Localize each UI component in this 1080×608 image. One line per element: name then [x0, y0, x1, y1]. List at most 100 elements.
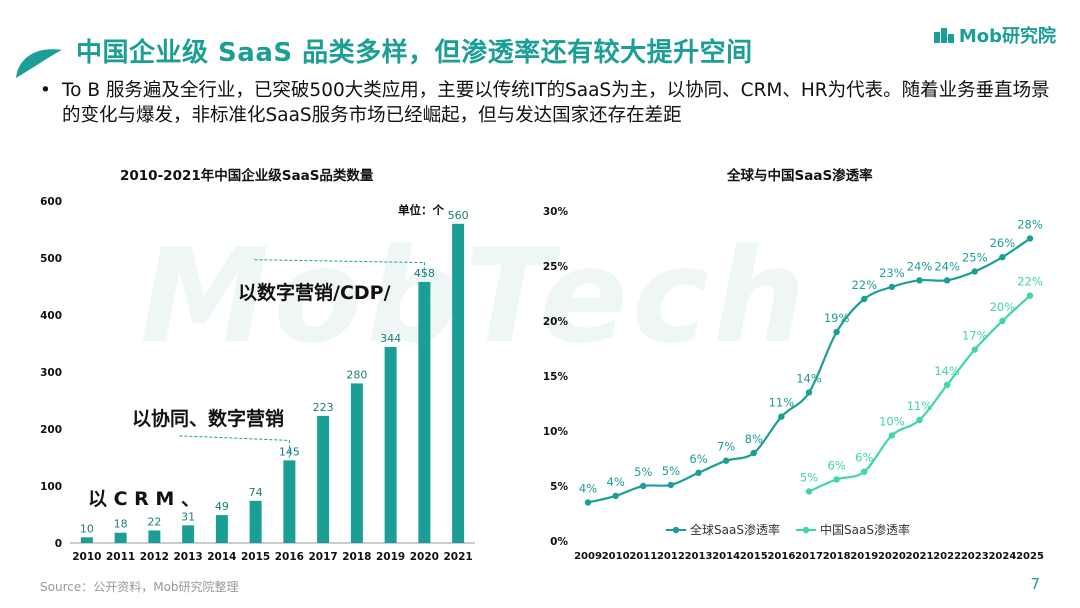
- source-note: Source：公开资料，Mob研究院整理: [40, 580, 239, 594]
- x-tick-label: 2015: [740, 551, 768, 562]
- bar-data-label: 344: [380, 332, 401, 345]
- data-point: [667, 481, 675, 489]
- data-label: 4%: [579, 482, 597, 496]
- data-point: [695, 469, 702, 476]
- data-point: [805, 488, 813, 495]
- data-point: [943, 381, 951, 388]
- y-tick-label: 600: [40, 196, 62, 208]
- data-point: [888, 283, 896, 291]
- y-tick-label: 15%: [543, 371, 569, 383]
- bar: [215, 515, 228, 543]
- bar-data-label: 49: [215, 500, 229, 513]
- legend-marker: [802, 526, 810, 534]
- data-label: 28%: [1017, 218, 1043, 232]
- bar: [452, 223, 465, 544]
- data-point: [888, 432, 896, 439]
- bar: [80, 537, 93, 543]
- y-tick-label: 25%: [543, 261, 569, 273]
- data-point: [943, 277, 951, 284]
- data-point: [805, 389, 813, 396]
- data-point: [833, 476, 840, 483]
- y-tick-label: 300: [40, 367, 62, 379]
- bar-data-label: 560: [448, 209, 469, 222]
- data-label: 25%: [962, 251, 988, 265]
- data-point: [640, 482, 647, 490]
- bar-data-label: 280: [346, 368, 367, 381]
- bullet-dot: •: [40, 80, 51, 101]
- data-point: [971, 268, 978, 275]
- legend-label: 全球SaaS渗透率: [690, 522, 780, 537]
- y-tick-label: 400: [40, 310, 62, 322]
- data-label: 6%: [855, 451, 873, 465]
- x-tick-label: 2020: [410, 551, 439, 563]
- bar: [114, 532, 127, 543]
- y-tick-label: 200: [40, 424, 62, 436]
- logo-text: Mob研究院: [958, 26, 1056, 47]
- logo: Mob研究院: [933, 22, 1056, 48]
- data-point: [916, 416, 923, 424]
- page-number: 7: [1030, 575, 1040, 593]
- x-tick-label: 2021: [906, 551, 934, 562]
- x-tick-label: 2009: [574, 551, 602, 562]
- x-tick-label: 2015: [241, 551, 270, 563]
- data-label: 24%: [907, 259, 933, 273]
- bar-data-label: 74: [249, 486, 263, 499]
- data-point: [612, 492, 619, 500]
- bar-chart-title: 2010-2021年中国企业级SaaS品类数量: [120, 168, 374, 184]
- x-tick-label: 2010: [602, 551, 630, 562]
- x-tick-label: 2018: [823, 551, 851, 562]
- x-tick-label: 2024: [988, 551, 1016, 562]
- bar-annotation-collab: 以协同、数字营销: [132, 408, 285, 430]
- data-point: [999, 254, 1006, 261]
- data-label: 22%: [851, 278, 877, 292]
- bar-chart-unit: 单位：个: [398, 203, 444, 217]
- x-tick-label: 2017: [309, 551, 338, 563]
- data-label: 14%: [796, 372, 822, 386]
- x-tick-label: 2014: [207, 551, 236, 563]
- data-point: [861, 295, 868, 303]
- data-point: [1026, 235, 1034, 242]
- x-tick-label: 2013: [685, 551, 713, 562]
- x-tick-label: 2021: [444, 551, 473, 563]
- data-point: [861, 468, 868, 475]
- x-tick-label: 2017: [795, 551, 823, 562]
- logo-icon: [933, 28, 954, 43]
- bar-data-label: 223: [313, 401, 334, 414]
- watermark: MobTech: [140, 220, 810, 372]
- annotation-leader-line: [254, 259, 425, 278]
- x-tick-label: 2023: [961, 551, 989, 562]
- data-point: [584, 499, 592, 506]
- data-label: 5%: [800, 471, 818, 485]
- bar-data-label: 31: [181, 510, 195, 523]
- x-tick-label: 2012: [140, 551, 169, 563]
- bar: [249, 500, 262, 543]
- data-label: 26%: [990, 236, 1016, 250]
- data-label: 19%: [824, 311, 850, 325]
- data-label: 5%: [662, 464, 680, 478]
- bar: [148, 530, 161, 543]
- x-tick-label: 2022: [933, 551, 961, 562]
- y-tick-label: 5%: [550, 481, 568, 493]
- series-line: [587, 237, 1031, 504]
- data-label: 17%: [962, 329, 988, 343]
- header-decoration-icon: [16, 49, 62, 78]
- bar-data-label: 18: [114, 518, 128, 531]
- x-tick-label: 2010: [72, 551, 101, 563]
- data-point: [971, 346, 978, 353]
- data-label: 7%: [717, 440, 735, 454]
- data-point: [1026, 292, 1034, 299]
- data-label: 11%: [907, 399, 933, 413]
- data-label: 11%: [769, 396, 795, 410]
- x-tick-label: 2019: [850, 551, 878, 562]
- line-chart: 0%5%10%15%20%25%30%2009 2010 2011 2012 2013 2…: [543, 206, 1044, 562]
- x-tick-label: 2011: [629, 551, 657, 562]
- data-label: 5%: [634, 465, 652, 479]
- header: [0, 18, 1080, 78]
- legend-label: 中国SaaS渗透率: [820, 522, 910, 537]
- x-tick-label: 2013: [174, 551, 203, 563]
- data-label: 6%: [828, 458, 846, 472]
- y-tick-label: 20%: [543, 316, 569, 328]
- data-label: 23%: [879, 266, 905, 280]
- y-tick-label: 0%: [550, 536, 568, 548]
